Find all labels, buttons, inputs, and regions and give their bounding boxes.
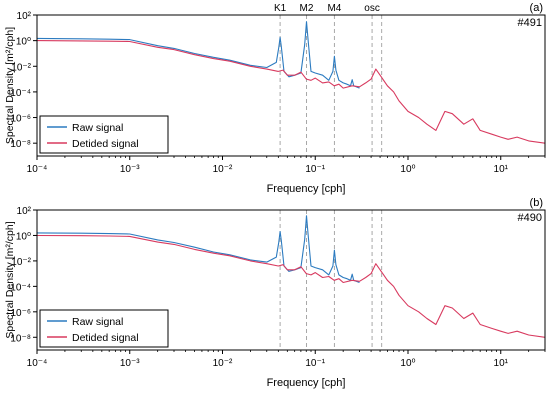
- y-tick-label: 10⁻²: [11, 62, 31, 73]
- reference-line-label: M4: [327, 3, 341, 14]
- y-tick-label: 10⁻⁴: [10, 282, 31, 293]
- x-tick-label: 10⁰: [400, 164, 415, 175]
- reference-line-label: M2: [300, 3, 314, 14]
- x-axis-label: Frequency [cph]: [267, 377, 346, 389]
- x-tick-label: 10⁻¹: [305, 358, 325, 369]
- y-tick-label: 10⁰: [16, 37, 31, 48]
- legend-entry: Raw signal: [72, 122, 123, 134]
- y-tick-label: 10²: [17, 11, 32, 22]
- x-tick-label: 10⁻²: [213, 164, 233, 175]
- y-axis-label: Spectral Density [m²/cph]: [4, 221, 16, 338]
- y-tick-label: 10²: [17, 206, 32, 217]
- series-line: [36, 234, 546, 338]
- x-tick-label: 10⁻³: [120, 358, 140, 369]
- legend-entry: Detided signal: [72, 332, 139, 344]
- x-tick-label: 10¹: [494, 164, 509, 175]
- station-id: #491: [518, 17, 542, 29]
- legend-box: [39, 115, 169, 154]
- x-tick-label: 10⁻²: [213, 358, 233, 369]
- series-line: [36, 215, 360, 284]
- legend-entry: Raw signal: [72, 316, 123, 328]
- x-tick-label: 10⁻⁴: [27, 358, 48, 369]
- x-tick-label: 10⁰: [400, 358, 415, 369]
- y-tick-label: 10⁻⁸: [10, 333, 31, 344]
- plot-frame: [36, 14, 546, 157]
- panel-label: (a): [530, 2, 543, 14]
- x-tick-label: 10⁻¹: [305, 164, 325, 175]
- series-line: [36, 40, 546, 144]
- y-axis-label: Spectral Density [m²/cph]: [4, 27, 16, 144]
- y-tick-label: 10⁰: [16, 231, 31, 242]
- legend-entry: Detided signal: [72, 138, 139, 150]
- x-axis-label: Frequency [cph]: [267, 183, 346, 195]
- panel-label: (b): [530, 197, 543, 209]
- y-tick-label: 10⁻⁶: [10, 114, 31, 125]
- plot-frame: [36, 209, 546, 351]
- y-tick-label: 10⁻⁶: [10, 308, 31, 319]
- reference-line-label: K1: [274, 3, 287, 14]
- x-tick-label: 10¹: [494, 358, 509, 369]
- y-tick-label: 10⁻⁸: [10, 139, 31, 150]
- x-tick-label: 10⁻⁴: [27, 164, 48, 175]
- y-tick-label: 10⁻²: [11, 257, 31, 268]
- reference-line-label: osc: [364, 3, 380, 14]
- legend-box: [39, 309, 169, 348]
- y-tick-label: 10⁻⁴: [10, 88, 31, 99]
- x-tick-label: 10⁻³: [120, 164, 140, 175]
- station-id: #490: [518, 212, 542, 224]
